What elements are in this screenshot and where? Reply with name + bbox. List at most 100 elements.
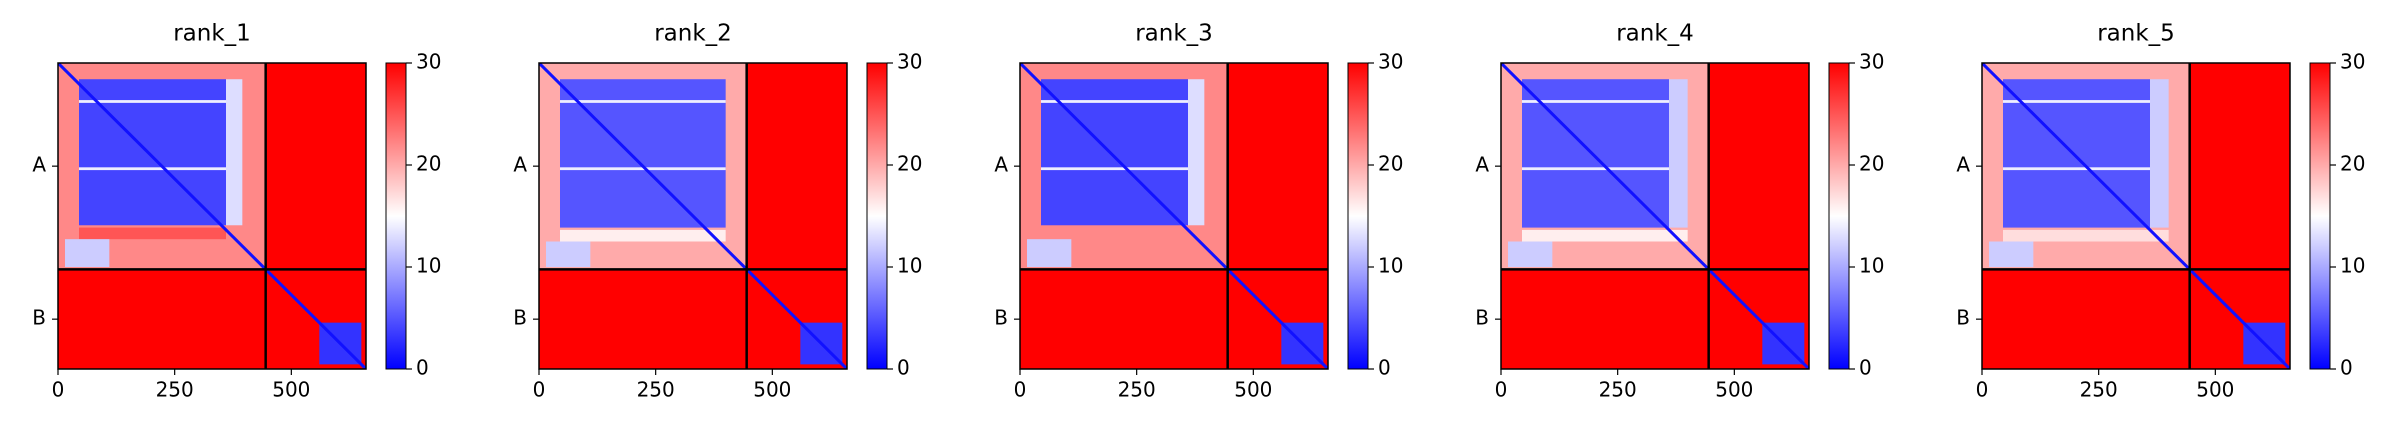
x-tick-label: 500 [1234,378,1272,402]
heat-cell [1041,227,1188,240]
colorbar-tick-label: 30 [897,50,922,74]
colorbar-tick-label: 0 [416,356,429,380]
diagonal [539,63,847,369]
colorbar-tick-label: 10 [1859,254,1884,278]
colorbar-tick-label: 0 [1859,356,1872,380]
heat-cell [226,79,243,226]
colorbar [2309,62,2331,370]
x-tick-label: 250 [1599,378,1637,402]
colorbar-tick-label: 30 [416,50,441,74]
x-tick-label: 500 [272,378,310,402]
heatmap [58,63,366,369]
colorbar-tick-label: 10 [2340,254,2365,278]
colorbar [866,62,888,370]
panel-title: rank_3 [1135,21,1213,47]
plot-frame [1981,62,2291,370]
colorbar-tick-label: 20 [1859,152,1884,176]
x-tick-label: 0 [533,378,546,402]
plot-frame [57,62,367,370]
heat-cell [546,241,591,267]
heat-cell [1669,79,1688,228]
diagonal [58,63,366,369]
plot-frame [538,62,848,370]
colorbar-tick-label: 20 [897,152,922,176]
heat-cell [2150,79,2169,228]
diagonal [1020,63,1328,369]
colorbar [385,62,407,370]
y-tick-label: B [32,306,46,330]
heat-cell [1522,229,1688,242]
heat-cell [1027,239,1072,267]
heat-cell [2003,79,2150,228]
heat-cell [1041,100,1188,103]
colorbar-tick-label: 0 [897,356,910,380]
y-tick-label: B [994,306,1008,330]
colorbar [1828,62,1850,370]
diagonal [1501,63,1809,369]
panel-title: rank_1 [173,21,251,47]
heat-cell [1188,79,1205,226]
x-tick-label: 500 [2196,378,2234,402]
colorbar-tick-label: 30 [1378,50,1403,74]
panel: rank_5 0 250 500 A B 0 10 20 30 [1956,21,2365,402]
heatmap [1020,63,1328,369]
x-tick-label: 500 [1715,378,1753,402]
heat-cell [560,100,726,103]
panel: rank_4 0 250 500 A B 0 10 20 30 [1475,21,1884,402]
colorbar-tick-label: 10 [416,254,441,278]
diagonal [1982,63,2290,369]
colorbar-tick-label: 30 [2340,50,2365,74]
y-tick-label: A [513,153,527,177]
x-tick-label: 0 [1495,378,1508,402]
colorbar [1347,62,1369,370]
heat-cell [65,239,110,267]
heat-cell [1522,79,1669,228]
panel: rank_3 0 250 500 A B 0 10 20 30 [994,21,1403,402]
x-tick-label: 250 [2080,378,2118,402]
y-tick-label: B [513,306,527,330]
heat-cell [560,167,726,171]
heat-cell [1041,79,1188,226]
plot-frame [1500,62,1810,370]
panel-title: rank_5 [2097,21,2175,47]
x-tick-label: 0 [1976,378,1989,402]
colorbar-tick-label: 0 [2340,356,2353,380]
x-tick-label: 250 [156,378,194,402]
y-tick-label: A [32,153,46,177]
heat-cell [1508,241,1553,267]
panel: rank_2 0 250 500 A B 0 10 20 30 [513,21,922,402]
x-tick-label: 250 [1118,378,1156,402]
colorbar-tick-label: 30 [1859,50,1884,74]
plot-frame [1019,62,1329,370]
colorbar-tick-label: 10 [1378,254,1403,278]
colorbar-tick-label: 20 [2340,152,2365,176]
colorbar-tick-label: 20 [1378,152,1403,176]
heat-cell [560,229,726,242]
heat-cell [1989,241,2034,267]
panel-title: rank_4 [1616,21,1694,47]
heat-cell [79,167,226,171]
heatmap [1982,63,2290,369]
heat-cell [2003,229,2169,242]
heat-cell [1522,167,1669,171]
x-tick-label: 250 [637,378,675,402]
heat-cell [2003,100,2150,103]
heat-cell [1041,167,1188,171]
panel: rank_1 0 250 500 A B 0 10 20 30 [32,21,441,402]
y-tick-label: B [1475,306,1489,330]
x-tick-label: 0 [1014,378,1027,402]
y-tick-label: A [1956,153,1970,177]
colorbar-tick-label: 20 [416,152,441,176]
heat-cell [79,79,226,226]
y-tick-label: A [994,153,1008,177]
heat-cell [79,227,226,240]
y-tick-label: A [1475,153,1489,177]
colorbar-tick-label: 10 [897,254,922,278]
heatmap [1501,63,1809,369]
heat-cell [79,100,226,103]
heat-cell [1522,100,1669,103]
x-tick-label: 500 [753,378,791,402]
x-tick-label: 0 [52,378,65,402]
panel-title: rank_2 [654,21,732,47]
